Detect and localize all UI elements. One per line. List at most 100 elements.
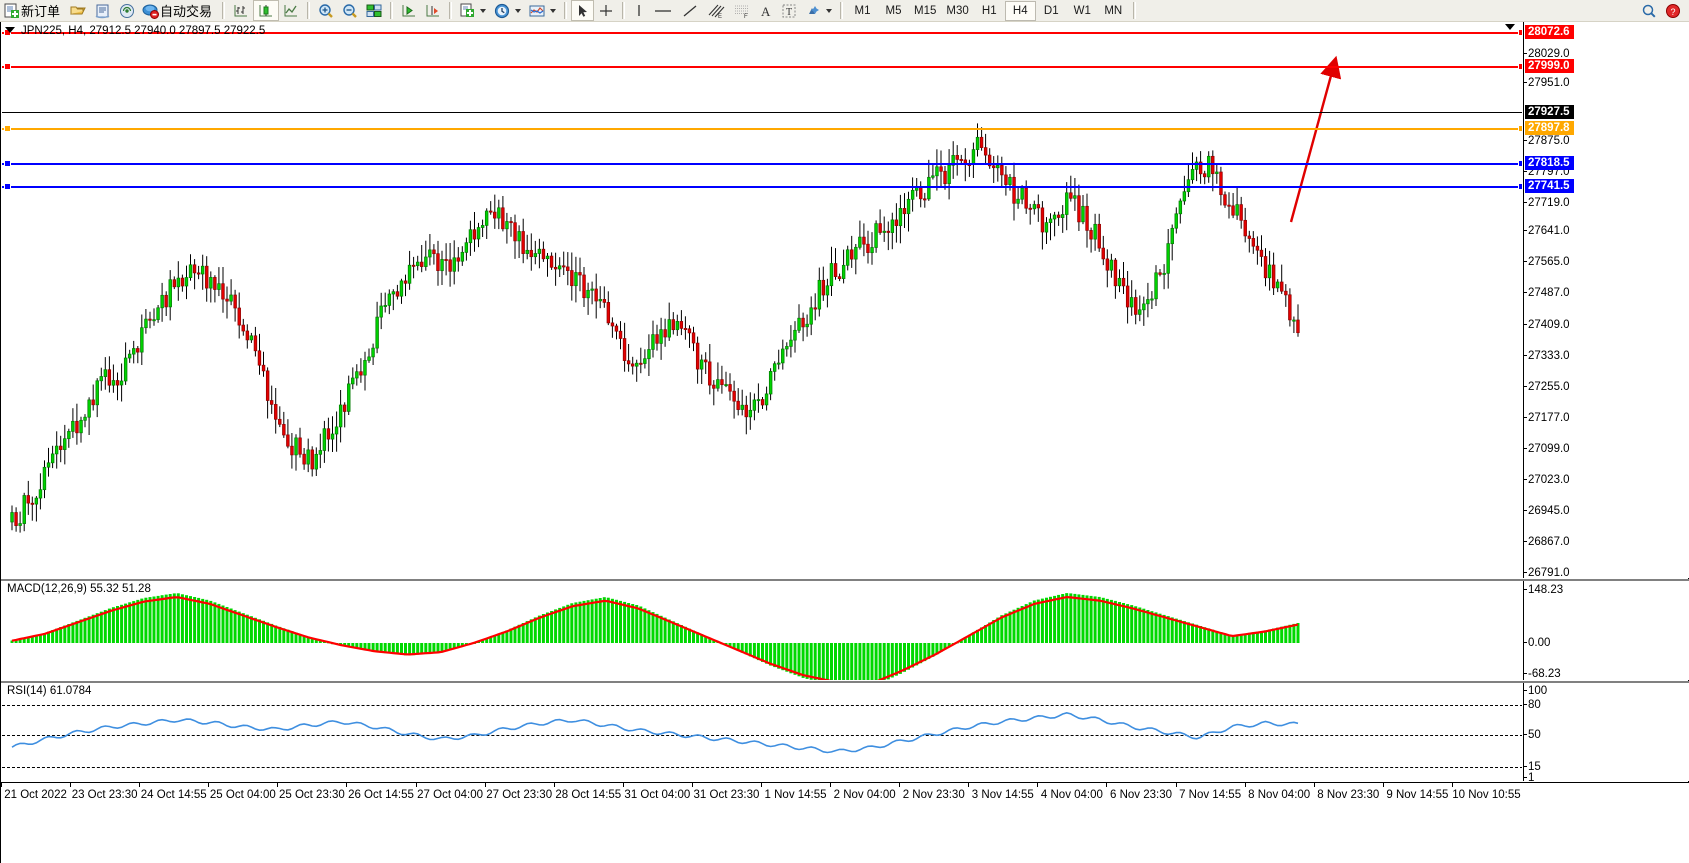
fibonacci-button[interactable]: F [729,0,755,21]
data-window-button[interactable] [91,0,115,21]
line-handle-right[interactable] [1518,125,1522,132]
period-button[interactable] [490,0,514,21]
time-tick-mark [277,783,279,787]
shift-end-button[interactable] [397,0,421,21]
time-tick-mark [139,783,141,787]
zoom-group [314,0,386,22]
zoom-out-button[interactable] [338,0,362,21]
timeframe-m30[interactable]: M30 [946,4,969,17]
vertical-line-button[interactable] [629,0,649,21]
trendline-button[interactable] [677,0,703,21]
new-order-button[interactable]: 新订单 [0,0,66,21]
timeframe-h1[interactable]: H1 [981,4,997,17]
new-chart-icon [460,3,475,17]
line-stroke [2,66,1522,68]
time-axis-label: 6 Nov 23:30 [1109,789,1173,801]
time-tick-mark [415,783,417,787]
line-handle-right[interactable] [1518,160,1522,167]
timeframe-mn[interactable]: MN [1104,4,1123,17]
zoom-out-icon [343,3,357,18]
line-handle-right[interactable] [1518,183,1522,190]
broadcast-button[interactable] [115,0,139,21]
equidistant-channel-button[interactable]: E [703,0,729,21]
line-handle-left[interactable] [4,160,11,167]
price-tag-support-2[interactable]: 27741.5 [1525,179,1574,193]
timeframe-m1[interactable]: M1 [854,4,871,17]
text-label-button[interactable]: T [777,0,801,21]
price-plot-area[interactable] [2,22,1522,578]
timeframe-d1[interactable]: D1 [1043,4,1059,17]
rsi-level-50 [2,735,1522,736]
time-tick-mark [1244,783,1246,787]
svg-text:F: F [744,14,748,19]
price-pane[interactable]: JPN225, H4, 27912.5 27940.0 27897.5 2792… [1,22,1689,578]
scroll-group [397,0,445,22]
data-window-icon [95,4,110,18]
indicators-button[interactable] [525,0,549,21]
line-handle-left[interactable] [4,63,11,70]
time-axis-label: 2 Nov 23:30 [902,789,965,801]
objects-button[interactable] [801,0,825,21]
new-chart-button[interactable] [456,0,479,21]
time-axis-label: 26 Oct 14:55 [348,789,414,801]
new-chart-dropdown-arrow[interactable] [480,8,487,13]
candlestick-chart-button[interactable] [253,0,280,21]
auto-scroll-button[interactable] [421,0,445,21]
period-dropdown-arrow[interactable] [515,8,522,13]
timeframe-w1[interactable]: W1 [1073,4,1091,17]
timeframe-m15[interactable]: M15 [914,4,937,17]
time-tick-mark [1451,783,1453,787]
toolbar-separator [222,2,226,19]
macd-plot-area [2,581,1522,680]
rsi-pane[interactable]: RSI(14) 61.0784 100 80 50 15 1 [1,681,1689,781]
time-axis-label: 3 Nov 14:55 [971,789,1034,801]
time-axis-label: 1 Nov 14:55 [764,789,827,801]
rsi-tick: 1 [1523,772,1534,781]
timeframe-m5[interactable]: M5 [885,4,902,17]
cursor-button[interactable] [571,0,595,21]
line-handle-left[interactable] [4,125,11,132]
text-button[interactable]: A [755,0,777,21]
toolbar-separator [449,2,453,19]
scroll-caret-icon[interactable] [1505,24,1515,30]
tile-windows-button[interactable] [362,0,386,21]
new-order-icon [4,3,19,18]
auto-trading-label: 自动交易 [160,4,213,19]
chart-window[interactable]: JPN225, H4, 27912.5 27940.0 27897.5 2792… [0,22,1689,863]
line-handle-right[interactable] [1518,29,1522,36]
time-axis[interactable]: 21 Oct 2022 23 Oct 23:30 24 Oct 14:55 25 Oc… [1,782,1689,863]
time-axis-label: 8 Nov 23:30 [1317,789,1380,801]
vertical-line-icon [638,4,640,16]
price-tick: 27099.0 [1524,443,1570,455]
line-handle-left[interactable] [4,183,11,190]
indicators-dropdown-arrow[interactable] [550,8,557,13]
bar-chart-button[interactable] [229,0,253,21]
time-tick-mark [1382,783,1384,787]
price-tag-resistance-1[interactable]: 27999.0 [1525,59,1574,73]
crosshair-button[interactable] [594,0,618,21]
chart-collapse-icon[interactable] [5,27,15,33]
price-tick: 27177.0 [1524,412,1570,424]
folder-button[interactable] [66,0,91,21]
time-tick-mark [691,783,693,787]
indicators-icon [529,5,545,16]
search-button[interactable] [1637,0,1661,21]
candlestick-series [10,123,1300,533]
price-tag-resistance-2[interactable]: 28072.6 [1525,25,1574,39]
price-tick: 27487.0 [1524,287,1570,299]
zoom-in-button[interactable] [314,0,338,21]
line-chart-button[interactable] [279,0,303,21]
expert-advisor-icon [142,4,160,19]
time-axis-label: 8 Nov 04:00 [1248,789,1311,801]
price-tag-support-1[interactable]: 27818.5 [1525,156,1574,170]
timeframe-h4[interactable]: H4 [1004,0,1036,21]
macd-pane[interactable]: MACD(12,26,9) 55.32 51.28 148.23 0.00 -6… [1,579,1689,680]
objects-dropdown-arrow[interactable] [826,8,833,13]
auto-trading-button[interactable]: 自动交易 [139,0,218,21]
price-tag-pivot[interactable]: 27897.8 [1525,121,1574,135]
time-axis-label: 24 Oct 14:55 [140,789,207,801]
rsi-axis: 100 80 50 15 1 [1523,683,1689,781]
help-button[interactable]: ? [1661,0,1685,21]
line-handle-right[interactable] [1518,63,1522,70]
horizontal-line-button[interactable] [649,0,677,21]
